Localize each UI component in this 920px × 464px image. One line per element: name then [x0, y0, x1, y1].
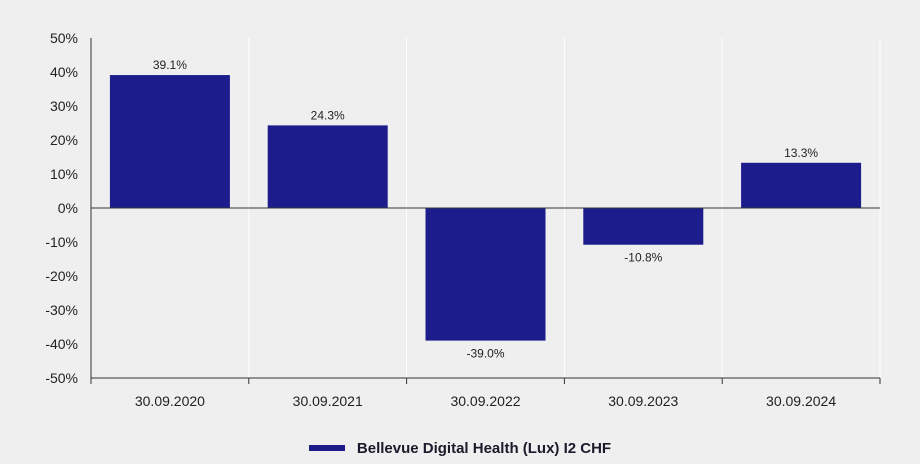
y-axis-tick-labels: 50% 40% 30% 20% 10% 0% -10% -20% -30% -40% -50% [45, 30, 78, 386]
data-label: 24.3% [311, 108, 345, 122]
legend-label: Bellevue Digital Health (Lux) I2 CHF [356, 439, 612, 457]
legend-swatch [308, 445, 345, 451]
y-tick-label: 30% [50, 98, 78, 114]
data-label: -39.0% [466, 347, 504, 361]
bars [109, 75, 862, 341]
x-tick-label: 30.09.2021 [293, 393, 363, 409]
x-axis-tick-labels: 30.09.2020 30.09.2021 30.09.2022 30.09.2023… [135, 393, 836, 409]
x-tick-label: 30.09.2020 [135, 393, 205, 409]
bar [109, 75, 230, 208]
data-label: 13.3% [784, 146, 818, 160]
y-tick-label: -50% [45, 370, 78, 386]
y-tick-label: 50% [50, 30, 78, 46]
data-labels: 39.1% 24.3% -39.0% -10.8% 13.3% [153, 58, 819, 361]
data-label: -10.8% [624, 251, 662, 265]
y-tick-label: -10% [45, 234, 78, 250]
y-tick-label: 10% [50, 166, 78, 182]
x-tick-label: 30.09.2022 [450, 393, 520, 409]
bar [741, 162, 862, 208]
x-tick-label: 30.09.2024 [766, 393, 836, 409]
y-tick-label: -20% [45, 268, 78, 284]
data-label: 39.1% [153, 58, 187, 72]
bar [425, 208, 546, 341]
bar [583, 208, 704, 245]
bar [267, 125, 388, 208]
y-tick-label: -40% [45, 336, 78, 352]
x-tick-label: 30.09.2023 [608, 393, 678, 409]
y-tick-label: 40% [50, 64, 78, 80]
y-tick-label: 0% [58, 200, 78, 216]
y-tick-label: 20% [50, 132, 78, 148]
legend: Bellevue Digital Health (Lux) I2 CHF [0, 436, 920, 460]
y-tick-label: -30% [45, 302, 78, 318]
